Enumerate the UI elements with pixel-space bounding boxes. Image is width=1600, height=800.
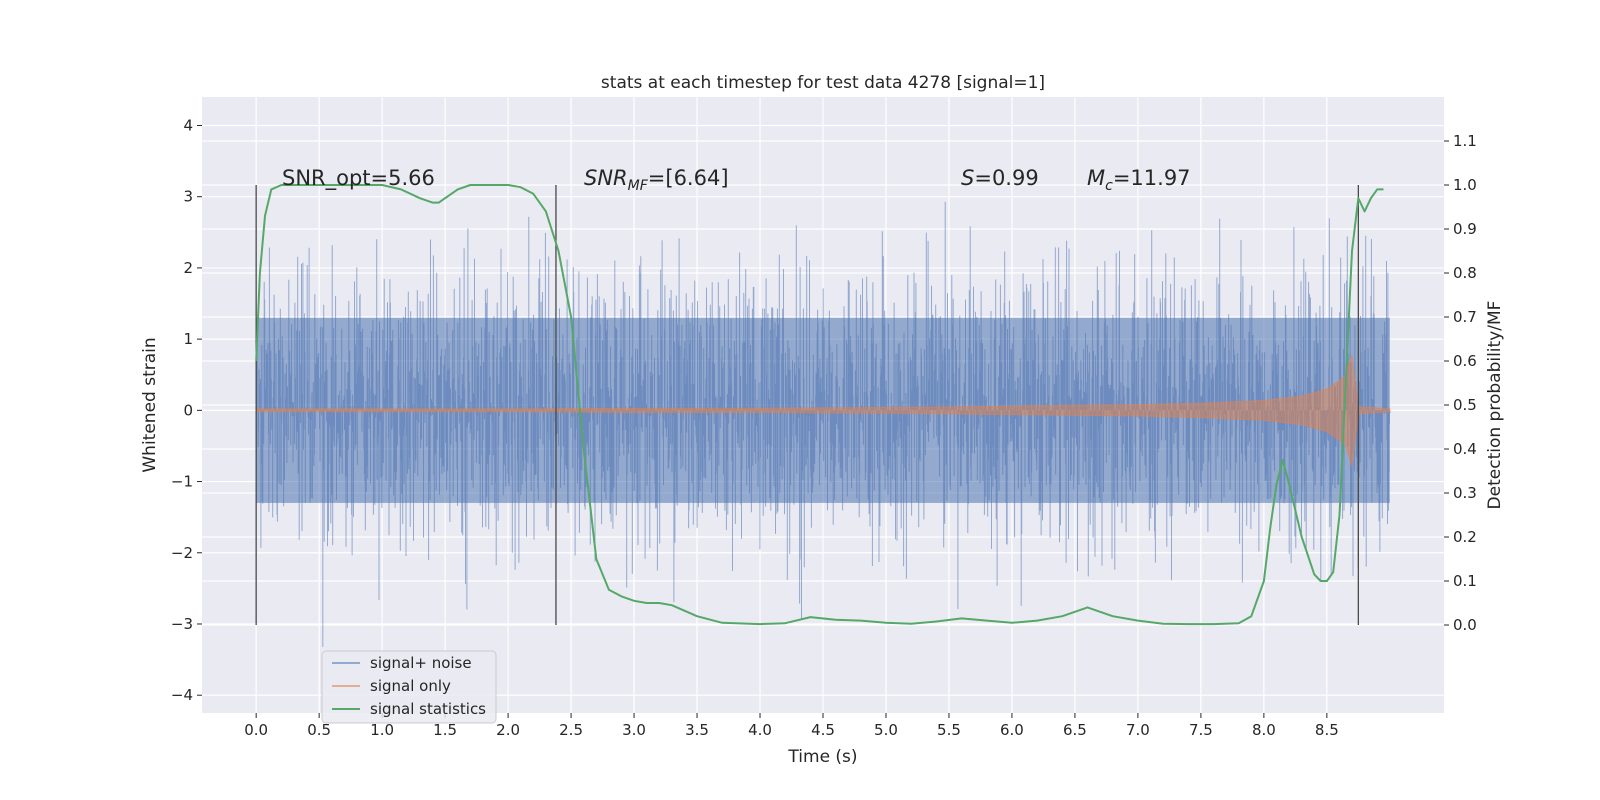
mc-main: M <box>1087 166 1105 190</box>
stats-line <box>255 184 1384 626</box>
annotation-s: S=0.99 <box>961 166 1039 190</box>
x-tick-label: 0.0 <box>244 721 268 739</box>
x-tick-label: 4.0 <box>748 721 772 739</box>
y-right-tick-label: 1.1 <box>1453 132 1477 150</box>
x-tick-label: 8.0 <box>1252 721 1276 739</box>
y-right-tick-label: 1.0 <box>1453 176 1477 194</box>
chart-title: stats at each timestep for test data 427… <box>601 73 1045 93</box>
x-tick-label: 6.0 <box>1000 721 1024 739</box>
x-axis-label: Time (s) <box>787 747 857 767</box>
signal-envelope <box>255 354 1391 467</box>
s-sym: S <box>961 166 974 190</box>
legend-box <box>321 650 497 724</box>
y-right-tick-label: 0.3 <box>1453 484 1477 502</box>
snr-mf-sub: MF <box>628 178 649 194</box>
y-left-tick-label: 3 <box>183 188 193 206</box>
y-left-tick-label: 2 <box>183 259 193 277</box>
mc-rest: =11.97 <box>1113 166 1191 190</box>
legend: signal+ noise signal only signal statist… <box>321 650 497 724</box>
x-tick-label: 7.5 <box>1189 721 1213 739</box>
signal-series <box>255 354 1391 467</box>
vertical-markers <box>255 185 1359 625</box>
y-left-tick-label: 4 <box>183 116 193 134</box>
y-left-tick-label: −1 <box>171 473 193 491</box>
y-right-tick-label: 0.1 <box>1453 572 1477 590</box>
annotation-snr-mf: SNRMF=[6.64] <box>584 166 729 194</box>
y-right-tick-label: 0.7 <box>1453 308 1477 326</box>
stats-series <box>255 184 1384 626</box>
y-left-ticks: 4 3 2 1 0 −1 −2 −3 −4 <box>171 116 202 704</box>
x-tick-label: 3.0 <box>622 721 646 739</box>
y-right-tick-label: 0.4 <box>1453 440 1477 458</box>
y-right-tick-label: 0.8 <box>1453 264 1477 282</box>
x-tick-label: 6.5 <box>1063 721 1087 739</box>
x-tick-label: 5.5 <box>937 721 961 739</box>
annotation-mc: Mc=11.97 <box>1087 166 1191 194</box>
y-right-tick-label: 0.0 <box>1453 616 1477 634</box>
x-tick-label: 1.0 <box>370 721 394 739</box>
legend-label-noise: signal+ noise <box>370 654 472 672</box>
x-tick-label: 0.5 <box>307 721 331 739</box>
snr-mf-main: SNR <box>584 166 628 190</box>
x-tick-label: 2.5 <box>559 721 583 739</box>
x-tick-label: 2.0 <box>496 721 520 739</box>
legend-label-signal: signal only <box>370 677 451 695</box>
y-right-ticks: 1.1 1.0 0.9 0.8 0.7 0.6 0.5 0.4 0.3 0.2 0.1 0.0 <box>1444 132 1477 634</box>
y-left-tick-label: −4 <box>171 686 193 704</box>
mc-sub: c <box>1105 178 1113 194</box>
legend-label-stats: signal statistics <box>370 700 486 718</box>
x-tick-label: 3.5 <box>685 721 709 739</box>
y-axis-label-left: Whitened strain <box>140 337 160 472</box>
y-left-tick-label: 0 <box>183 401 193 419</box>
y-left-tick-label: −3 <box>171 615 193 633</box>
y-right-tick-label: 0.9 <box>1453 220 1477 238</box>
y-axis-label-right: Detection probability/MF <box>1485 301 1505 510</box>
y-right-tick-label: 0.5 <box>1453 396 1477 414</box>
x-tick-label: 7.0 <box>1126 721 1150 739</box>
y-right-tick-label: 0.2 <box>1453 528 1477 546</box>
x-tick-label: 8.5 <box>1315 721 1339 739</box>
x-tick-label: 5.0 <box>874 721 898 739</box>
x-tick-label: 1.5 <box>433 721 457 739</box>
y-left-tick-label: −2 <box>171 544 193 562</box>
y-left-tick-label: 1 <box>183 330 193 348</box>
y-right-tick-label: 0.6 <box>1453 352 1477 370</box>
annotation-snr-opt: SNR_opt=5.66 <box>282 166 435 191</box>
x-tick-label: 4.5 <box>811 721 835 739</box>
snr-mf-rest: =[6.64] <box>648 166 729 190</box>
x-ticks: 0.0 0.5 1.0 1.5 2.0 2.5 3.0 3.5 4.0 4.5 5.0 5.5 6.0 6… <box>244 713 1339 739</box>
s-rest: =0.99 <box>974 166 1038 190</box>
